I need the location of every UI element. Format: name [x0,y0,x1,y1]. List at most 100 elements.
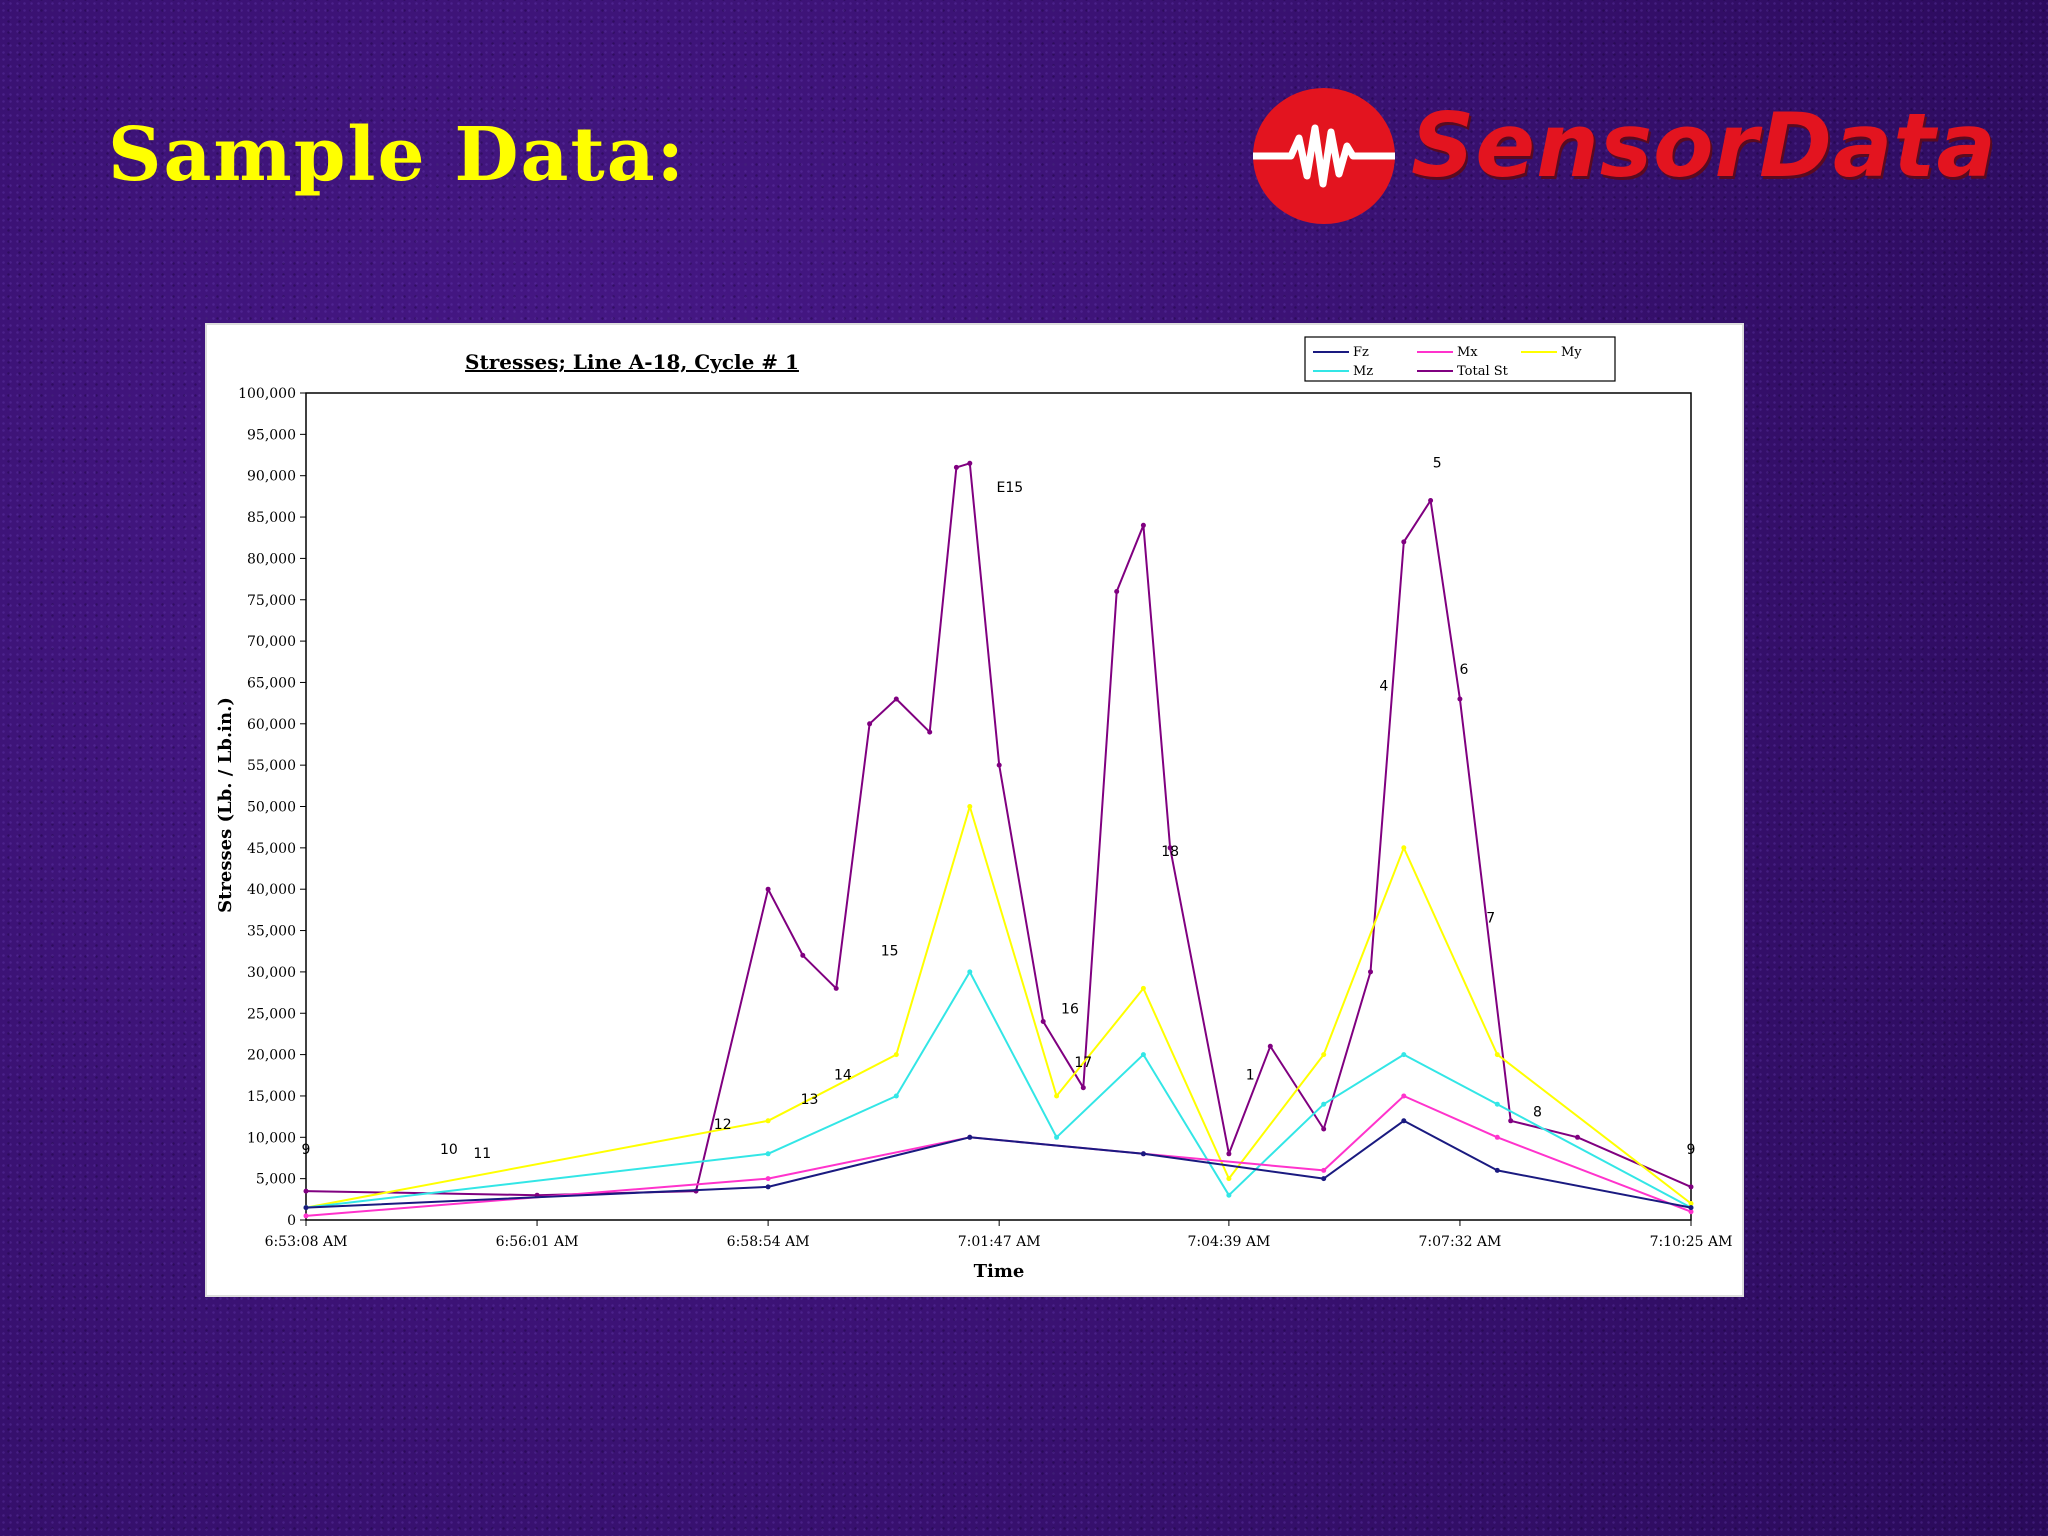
data-point [303,1213,309,1219]
data-point [1267,1043,1273,1049]
sensordata-logo: SensorData [1253,86,2033,228]
peak-annotation: 5 [1433,455,1442,471]
peak-annotation: 11 [473,1146,491,1162]
data-point [1321,1126,1327,1132]
legend-label: My [1561,345,1582,360]
chart-legend: Fz Mx My Mz Total St [1304,336,1616,382]
data-point [303,1205,309,1211]
y-tick-label: 65,000 [247,675,296,691]
x-axis: 6:53:08 AM 6:56:01 AM 6:58:54 AM 7:01:47 AM… [265,1220,1733,1250]
data-point [765,1176,771,1182]
data-point [1494,1052,1500,1058]
peak-annotation: 10 [440,1142,458,1158]
y-tick-label: 85,000 [247,510,296,526]
y-axis: 0 5,000 10,000 15,000 20,000 25,000 30,000 35,0… [238,386,306,1229]
data-point [765,886,771,892]
data-point [1401,1093,1407,1099]
data-point [927,729,933,735]
x-tick-label: 6:56:01 AM [496,1234,579,1250]
data-point [1140,1151,1146,1157]
data-point [765,1118,771,1124]
y-tick-label: 45,000 [247,841,296,857]
data-point [1494,1167,1500,1173]
peak-annotation: 6 [1459,662,1468,678]
legend-box [1304,336,1616,382]
x-tick-label: 7:04:39 AM [1187,1234,1270,1250]
data-point [1140,1052,1146,1058]
peak-annotation: 17 [1074,1055,1092,1071]
data-point [1368,969,1373,975]
data-point [893,696,899,702]
legend-label: Fz [1353,345,1369,360]
data-point [953,464,959,470]
peak-annotation: E15 [997,480,1024,496]
peak-annotation: 7 [1486,910,1495,926]
y-tick-label: 20,000 [247,1048,296,1064]
data-point [1401,539,1407,545]
y-tick-label: 70,000 [247,634,296,650]
y-tick-label: 100,000 [238,386,296,402]
logo-text: SensorData [1411,94,1997,197]
data-point [1321,1052,1327,1058]
series-line-mx [305,1095,1692,1217]
y-tick-label: 95,000 [247,427,296,443]
y-tick-label: 60,000 [247,717,296,733]
data-point [800,952,806,958]
peak-annotation: 12 [714,1117,732,1133]
x-tick-label: 7:01:47 AM [958,1234,1041,1250]
data-point [1508,1118,1514,1124]
y-tick-label: 25,000 [247,1006,296,1022]
data-point [996,762,1002,768]
data-point [893,1093,899,1099]
y-tick-label: 80,000 [247,551,296,567]
data-point [1226,1151,1232,1157]
y-tick-label: 0 [287,1213,296,1229]
data-point [967,460,973,466]
y-tick-label: 10,000 [247,1130,296,1146]
series-line-fz [305,1119,1692,1209]
peak-annotation: 13 [801,1092,819,1108]
data-point [1688,1209,1694,1215]
data-point [893,1052,899,1058]
data-point [1401,845,1407,851]
peak-annotation: 8 [1533,1105,1542,1121]
x-tick-label: 6:58:54 AM [727,1234,810,1250]
data-point [1688,1205,1694,1211]
stress-chart: Stresses; Line A-18, Cycle # 1 0 5,000 10,… [215,336,1733,1282]
data-point [1494,1101,1500,1107]
data-point [1114,589,1120,594]
chart-title: Stresses; Line A-18, Cycle # 1 [465,350,799,374]
data-point [1226,1192,1232,1198]
data-point [1688,1201,1694,1206]
x-tick-label: 6:53:08 AM [265,1234,348,1250]
data-point [867,721,873,727]
logo-waveform-icon [1253,88,1395,224]
y-tick-label: 30,000 [247,965,296,981]
y-tick-label: 40,000 [247,882,296,898]
data-point [1575,1134,1580,1140]
peak-annotation: 9 [302,1142,311,1158]
y-tick-label: 50,000 [247,800,296,816]
data-point [833,985,839,991]
y-tick-label: 75,000 [247,593,296,609]
data-point [1457,696,1463,702]
peak-annotation: 9 [1687,1142,1696,1158]
data-point [1401,1052,1407,1058]
y-axis-label: Stresses (Lb. / Lb.in.) [215,697,236,913]
data-point [1321,1167,1327,1173]
data-point [303,1188,309,1194]
y-tick-label: 90,000 [247,469,296,485]
x-tick-label: 7:07:32 AM [1419,1234,1502,1250]
series-layer [303,460,1694,1219]
data-point [967,1134,973,1140]
data-point [1428,498,1434,503]
x-tick-label: 7:10:25 AM [1650,1234,1733,1250]
data-point [1321,1101,1327,1107]
legend-label: Total St [1457,364,1509,379]
y-tick-label: 55,000 [247,758,296,774]
data-point [1080,1085,1086,1091]
data-point [1167,845,1173,851]
data-point [967,969,973,975]
data-point [1688,1184,1694,1190]
